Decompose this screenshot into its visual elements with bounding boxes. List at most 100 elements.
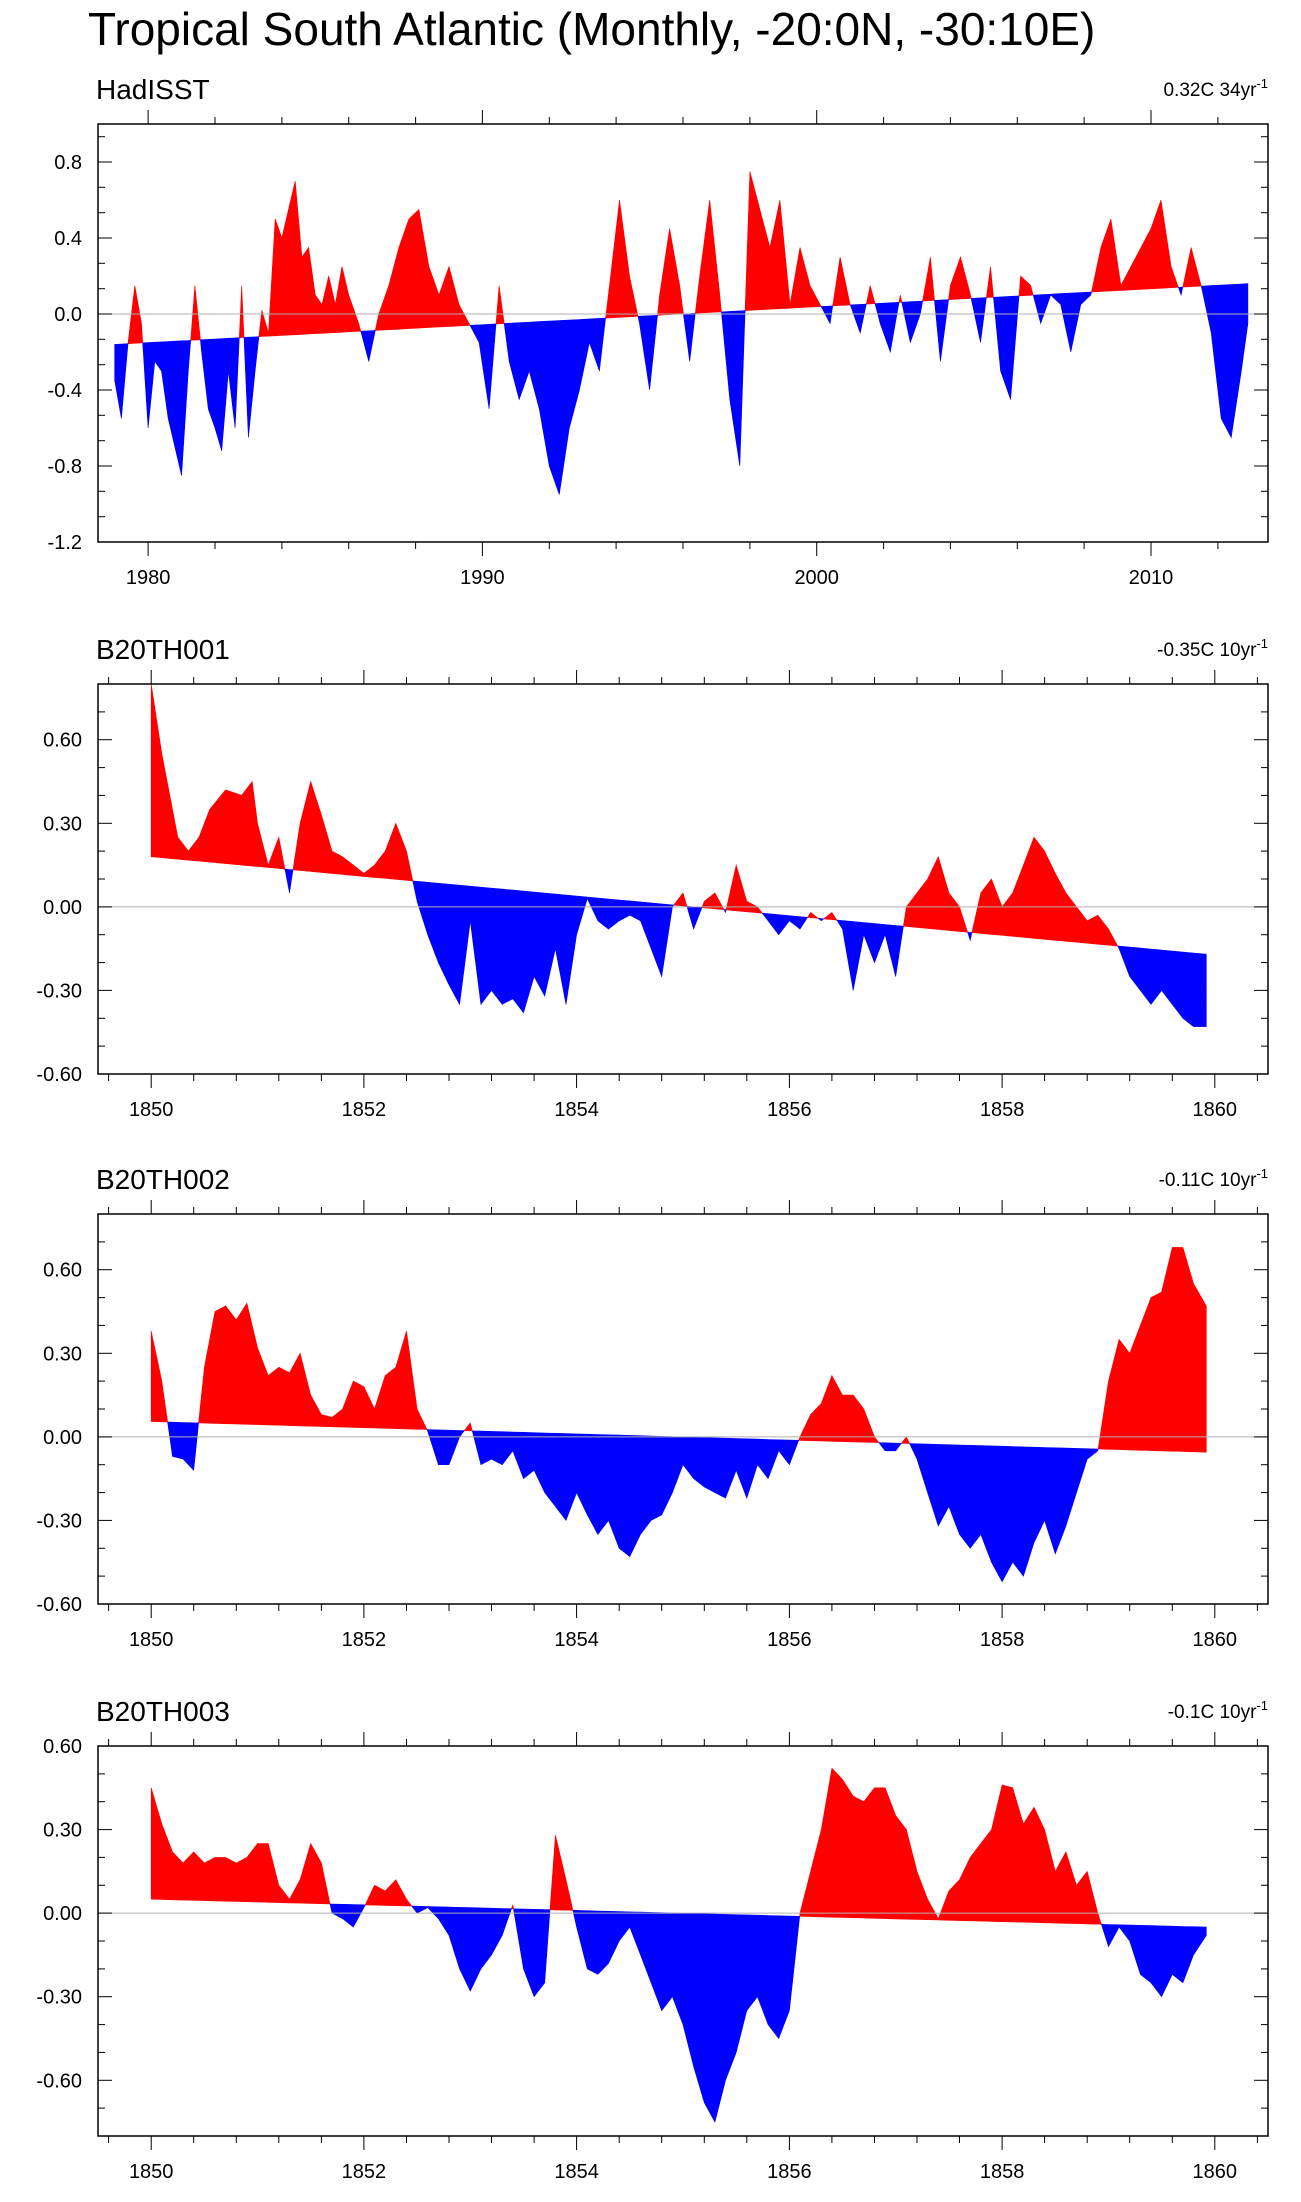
positive-area-4 <box>799 1767 1102 1925</box>
x-tick-label: 2000 <box>794 567 839 589</box>
negative-area-4 <box>761 912 809 936</box>
x-tick-label: 1858 <box>980 2161 1025 2183</box>
trend-label-text: 0.32C 34yr <box>1163 80 1257 101</box>
trend-label-superscript: -1 <box>1256 1166 1268 1181</box>
negative-area-10 <box>820 305 834 325</box>
trend-label-text: -0.11C 10yr <box>1159 1170 1258 1191</box>
negative-area-8 <box>683 312 696 362</box>
negative-area-0 <box>167 1421 199 1471</box>
positive-area-4 <box>374 208 471 331</box>
positive-area-2 <box>463 1422 473 1432</box>
x-tick-label: 1852 <box>342 1629 387 1651</box>
x-tick-label: 1854 <box>554 1629 599 1651</box>
positive-area-10 <box>832 256 851 307</box>
y-tick-label: 0.30 <box>43 1820 82 1842</box>
y-tick-label: 0.60 <box>43 1260 82 1282</box>
positive-area-2 <box>511 1904 514 1910</box>
negative-area-2 <box>200 337 240 451</box>
negative-area-16 <box>993 295 1020 400</box>
x-tick-label: 1852 <box>342 2161 387 2183</box>
positive-area-6 <box>605 199 639 319</box>
negative-area-2 <box>471 1430 800 1558</box>
y-tick-label: 0.00 <box>43 897 82 919</box>
negative-area-7 <box>637 314 658 391</box>
trend-label-text: -0.35C 10yr <box>1157 640 1257 661</box>
x-tick-label: 1852 <box>342 1099 387 1121</box>
positive-area-15 <box>986 266 994 298</box>
panel-name: B20TH002 <box>96 1164 230 1195</box>
negative-area-0 <box>284 868 294 893</box>
y-tick-label: -0.4 <box>48 380 82 402</box>
y-tick-label: -0.8 <box>48 456 82 478</box>
panel-name: B20TH003 <box>96 1696 230 1727</box>
positive-area-3 <box>258 180 362 338</box>
y-tick-label: -0.60 <box>36 1064 82 1086</box>
panel-b20th001: -0.60 -0.30 0.00 0.30 0.60 1850 1852 1854 1856 18… <box>36 634 1269 1121</box>
x-tick-label: 1980 <box>126 567 171 589</box>
negative-area-11 <box>849 303 867 335</box>
positive-area-7 <box>903 855 969 933</box>
y-tick-label: -0.30 <box>36 1987 82 2009</box>
negative-area-12 <box>874 301 900 354</box>
trend-label: 0.32C 34yr-1 <box>1163 76 1268 101</box>
negative-area-1 <box>412 880 675 1014</box>
negative-area-15 <box>970 297 987 343</box>
negative-area-4 <box>360 330 376 362</box>
positive-area-1 <box>364 1879 413 1907</box>
negative-area-6 <box>503 317 606 495</box>
x-tick-label: 1858 <box>980 1099 1025 1121</box>
positive-area-2 <box>238 285 245 339</box>
positive-area-4 <box>900 1436 911 1444</box>
panel-hadisst: -1.2 -0.8 -0.4 0.0 0.4 0.8 1980 1990 2000 2010 Had… <box>48 74 1269 589</box>
y-tick-label: 0.0 <box>54 304 82 326</box>
trend-label-text: -0.1C 10yr <box>1168 1702 1257 1723</box>
panel-b20th002: -0.60 -0.30 0.00 0.30 0.60 1850 1852 1854 1856 18… <box>36 1164 1269 1651</box>
positive-area-6 <box>822 911 838 921</box>
positive-area-5 <box>495 285 505 325</box>
trend-label: -0.35C 10yr-1 <box>1157 636 1268 661</box>
negative-area-4 <box>909 1443 1099 1583</box>
y-tick-label: 0.60 <box>43 1736 82 1758</box>
negative-area-4 <box>1100 1923 1207 1998</box>
positive-area-1 <box>292 780 414 882</box>
positive-area-0 <box>150 1330 168 1423</box>
negative-area-0 <box>329 1903 366 1928</box>
negative-area-2 <box>513 1908 551 1998</box>
negative-area-8 <box>1117 945 1207 1027</box>
positive-area-0 <box>150 1787 331 1905</box>
x-tick-label: 2010 <box>1129 567 1174 589</box>
y-tick-label: -0.60 <box>36 1594 82 1616</box>
x-tick-label: 1850 <box>129 2161 174 2183</box>
negative-area-5 <box>817 917 825 922</box>
positive-area-14 <box>948 255 972 301</box>
y-tick-label: 0.4 <box>54 228 82 250</box>
x-tick-label: 1850 <box>129 1629 174 1651</box>
y-tick-label: 0.60 <box>43 730 82 752</box>
x-tick-label: 1860 <box>1193 2161 1238 2183</box>
x-tick-label: 1850 <box>129 1099 174 1121</box>
x-tick-label: 1856 <box>767 1629 812 1651</box>
negative-area-1 <box>426 1429 465 1465</box>
positive-area-3 <box>549 1835 574 1911</box>
positive-area-18 <box>1182 247 1202 288</box>
positive-area-5 <box>806 911 820 919</box>
negative-area-13 <box>901 300 923 344</box>
negative-area-6 <box>836 919 904 991</box>
positive-area-8 <box>694 199 722 314</box>
negative-area-3 <box>723 909 727 914</box>
positive-area-16 <box>1018 275 1034 297</box>
x-tick-label: 1858 <box>980 1629 1025 1651</box>
trend-label: -0.11C 10yr-1 <box>1159 1166 1268 1191</box>
positive-area-1 <box>198 1302 428 1430</box>
positive-area-0 <box>150 683 286 870</box>
positive-area-7 <box>657 228 684 316</box>
negative-area-3 <box>243 336 260 438</box>
positive-area-13 <box>922 256 935 302</box>
x-tick-label: 1854 <box>554 2161 599 2183</box>
negative-area-3 <box>572 1909 801 2123</box>
y-tick-label: 0.00 <box>43 1903 82 1925</box>
x-tick-label: 1860 <box>1193 1629 1238 1651</box>
negative-area-1 <box>142 339 192 476</box>
positive-area-1 <box>190 285 201 341</box>
y-tick-label: 0.30 <box>43 1343 82 1365</box>
